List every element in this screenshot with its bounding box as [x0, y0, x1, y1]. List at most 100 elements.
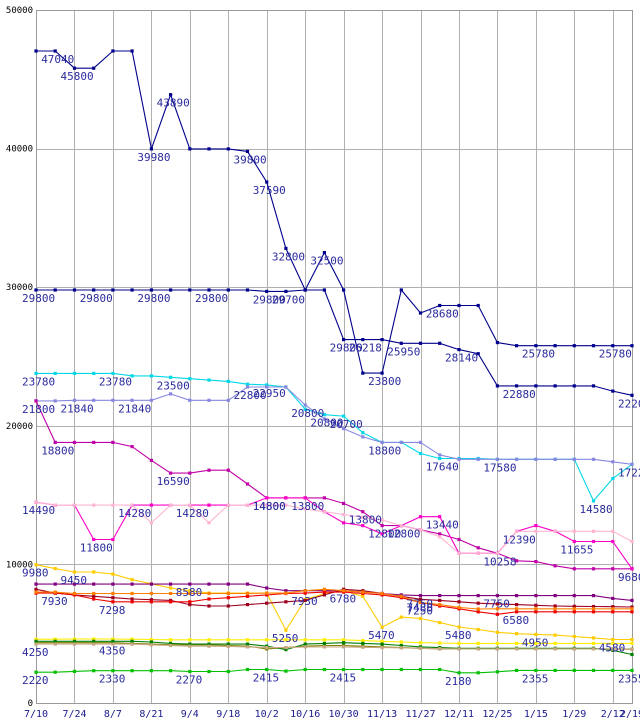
data-point-marker: [53, 288, 57, 292]
data-point-marker: [515, 594, 519, 598]
data-point-marker: [226, 582, 230, 586]
data-point-marker: [34, 371, 38, 375]
data-point-marker: [92, 597, 96, 601]
data-point-marker: [188, 600, 192, 604]
data-point-label: 11655: [560, 544, 593, 557]
data-point-label: 7250: [407, 605, 434, 618]
data-point-marker: [92, 66, 96, 70]
data-point-marker: [322, 288, 326, 292]
x-axis-tick-label: 12/25: [482, 709, 512, 720]
data-point-marker: [342, 641, 346, 645]
data-point-label: 22800: [234, 389, 267, 402]
data-point-marker: [476, 610, 480, 614]
data-point-label: 7930: [291, 595, 318, 608]
data-point-marker: [591, 607, 596, 611]
data-point-marker: [72, 371, 77, 375]
x-axis-tick-label: 11/27: [405, 709, 435, 720]
data-point-marker: [399, 440, 403, 444]
y-axis-tick-label: 20000: [6, 422, 33, 432]
x-axis-tick-label: 10/2: [255, 709, 279, 720]
data-point-marker: [149, 598, 153, 602]
data-point-marker: [572, 610, 576, 614]
data-point-marker: [53, 399, 57, 403]
data-point-marker: [515, 457, 519, 461]
data-point-label: 14490: [22, 504, 55, 517]
data-point-marker: [149, 521, 153, 525]
data-point-marker: [380, 625, 384, 629]
data-point-marker: [611, 344, 615, 348]
data-point-marker: [111, 596, 115, 600]
data-point-marker: [457, 457, 461, 461]
series-line-red: [36, 591, 632, 615]
data-point-marker: [361, 431, 365, 435]
data-point-marker: [476, 647, 480, 651]
data-point-marker: [226, 398, 230, 402]
data-point-label: 7750: [483, 598, 510, 611]
data-point-marker: [284, 600, 288, 604]
x-axis-tick-label: 8/7: [104, 709, 122, 720]
data-point-label: 21840: [118, 402, 151, 415]
data-point-marker: [130, 669, 134, 673]
data-point-marker: [457, 348, 461, 352]
data-point-marker: [630, 344, 634, 348]
data-point-marker: [284, 638, 288, 642]
data-point-marker: [92, 440, 96, 444]
data-point-label: 21840: [61, 402, 94, 415]
data-point-marker: [495, 457, 499, 461]
data-point-label: 4250: [22, 646, 49, 659]
data-point-marker: [92, 371, 96, 375]
data-point-marker: [322, 638, 326, 642]
data-point-marker: [438, 603, 442, 607]
data-point-marker: [303, 288, 307, 292]
data-point-marker: [111, 637, 115, 641]
data-point-label: 23500: [157, 379, 190, 392]
data-point-marker: [380, 532, 384, 536]
series-line-green-dark: [36, 640, 633, 656]
data-point-marker: [553, 594, 557, 598]
data-point-marker: [630, 393, 634, 397]
x-axis-tick-label: 2/19: [620, 709, 640, 720]
data-point-label: 29800: [195, 292, 228, 305]
data-point-marker: [534, 344, 538, 348]
data-point-marker: [72, 582, 77, 586]
data-point-marker: [361, 641, 365, 645]
data-point-label: 7298: [99, 604, 126, 617]
data-point-marker: [572, 641, 576, 645]
data-point-marker: [361, 667, 365, 672]
data-point-marker: [34, 670, 38, 674]
data-point-marker: [265, 503, 269, 507]
data-point-marker: [515, 529, 519, 533]
data-point-marker: [284, 669, 288, 673]
data-point-marker: [515, 668, 519, 672]
data-point-label: 25780: [522, 348, 555, 361]
data-point-marker: [130, 597, 134, 601]
data-point-marker: [611, 637, 615, 642]
data-point-marker: [111, 572, 115, 576]
y-axis-tick-label: 40000: [6, 145, 33, 155]
data-point-marker: [380, 518, 384, 522]
data-point-marker: [322, 413, 326, 417]
data-point-marker: [130, 374, 134, 378]
data-point-marker: [53, 440, 57, 444]
data-point-marker: [553, 633, 557, 637]
data-point-label: 28680: [426, 308, 459, 321]
data-point-marker: [53, 670, 57, 674]
data-point-marker: [322, 251, 326, 255]
series-line-green-bright: [36, 668, 632, 674]
y-axis-labels: 0 10000 20000 30000 40000 50000: [6, 6, 33, 709]
data-point-marker: [149, 637, 153, 642]
data-point-marker: [188, 471, 192, 475]
data-point-marker: [457, 600, 461, 604]
data-point-marker: [630, 610, 634, 614]
data-point-marker: [284, 289, 288, 293]
data-point-marker: [169, 375, 173, 379]
data-point-label: 5480: [445, 629, 472, 642]
data-point-marker: [111, 371, 115, 375]
data-point-marker: [149, 458, 153, 462]
x-axis-tick-label: 9/18: [216, 709, 240, 720]
data-point-marker: [399, 615, 403, 619]
data-point-marker: [53, 371, 57, 375]
data-point-marker: [553, 344, 557, 348]
data-point-marker: [457, 303, 461, 308]
data-point-marker: [111, 49, 115, 53]
